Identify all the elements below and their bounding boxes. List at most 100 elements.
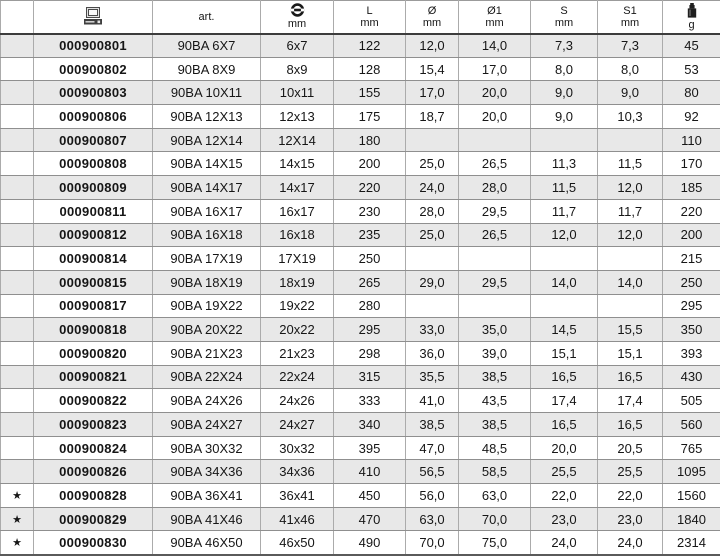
cell-s1: 16,5 — [598, 413, 663, 437]
cell-s: 22,0 — [531, 484, 598, 508]
cell-star — [1, 413, 34, 437]
cell-edp: 000900829 — [34, 507, 153, 531]
cell-s: 24,0 — [531, 531, 598, 555]
cell-s1: 22,0 — [598, 484, 663, 508]
cell-s: 20,0 — [531, 436, 598, 460]
header-weight: g — [663, 1, 720, 34]
cell-edp: 000900807 — [34, 128, 153, 152]
cell-d1 — [459, 128, 531, 152]
cell-g: 393 — [663, 341, 720, 365]
cell-art: 90BA 16X17 — [153, 199, 261, 223]
cell-d — [406, 294, 459, 318]
cell-size: 6x7 — [261, 34, 334, 58]
cell-d: 15,4 — [406, 57, 459, 81]
cell-d: 35,5 — [406, 365, 459, 389]
cell-g: 1840 — [663, 507, 720, 531]
cell-s: 14,5 — [531, 318, 598, 342]
cell-s1: 23,0 — [598, 507, 663, 531]
cell-d: 17,0 — [406, 81, 459, 105]
header-diameter-unit: mm — [406, 17, 458, 29]
cell-art: 90BA 10X11 — [153, 81, 261, 105]
cell-s1: 25,5 — [598, 460, 663, 484]
cell-star — [1, 152, 34, 176]
cell-size: 12X14 — [261, 128, 334, 152]
cell-d1: 20,0 — [459, 105, 531, 129]
cell-d1: 29,5 — [459, 199, 531, 223]
cell-edp: 000900806 — [34, 105, 153, 129]
cell-art: 90BA 16X18 — [153, 223, 261, 247]
cell-L: 122 — [334, 34, 406, 58]
cell-L: 395 — [334, 436, 406, 460]
cell-art: 90BA 24X27 — [153, 413, 261, 437]
cell-art: 90BA 14X15 — [153, 152, 261, 176]
cell-s1: 15,5 — [598, 318, 663, 342]
cell-edp: 000900830 — [34, 531, 153, 555]
ring-size-icon — [261, 3, 333, 17]
cell-edp: 000900820 — [34, 341, 153, 365]
cell-L: 250 — [334, 247, 406, 271]
cell-edp: 000900808 — [34, 152, 153, 176]
cell-s: 16,5 — [531, 413, 598, 437]
cell-star: ★ — [1, 484, 34, 508]
cell-d: 28,0 — [406, 199, 459, 223]
cell-g: 560 — [663, 413, 720, 437]
cell-art: 90BA 6X7 — [153, 34, 261, 58]
cell-s: 11,5 — [531, 176, 598, 200]
cell-d1: 17,0 — [459, 57, 531, 81]
cell-s: 12,0 — [531, 223, 598, 247]
cell-s — [531, 247, 598, 271]
cell-size: 16x18 — [261, 223, 334, 247]
cell-size: 18x19 — [261, 270, 334, 294]
cell-d: 24,0 — [406, 176, 459, 200]
cell-edp: 000900824 — [34, 436, 153, 460]
cell-g: 53 — [663, 57, 720, 81]
cell-L: 470 — [334, 507, 406, 531]
cell-art: 90BA 12X14 — [153, 128, 261, 152]
cell-L: 155 — [334, 81, 406, 105]
cell-star — [1, 389, 34, 413]
cell-d1: 38,5 — [459, 365, 531, 389]
cell-art: 90BA 22X24 — [153, 365, 261, 389]
cell-art: 90BA 8X9 — [153, 57, 261, 81]
cell-edp: 000900803 — [34, 81, 153, 105]
cell-s: 8,0 — [531, 57, 598, 81]
cell-L: 230 — [334, 199, 406, 223]
cell-star — [1, 105, 34, 129]
cell-s1: 10,3 — [598, 105, 663, 129]
cell-d: 25,0 — [406, 152, 459, 176]
cell-d: 41,0 — [406, 389, 459, 413]
cell-s — [531, 294, 598, 318]
header-s1: S1 mm — [598, 1, 663, 34]
header-s-unit: mm — [531, 17, 597, 29]
cell-d1: 70,0 — [459, 507, 531, 531]
cell-g: 430 — [663, 365, 720, 389]
cell-s1 — [598, 128, 663, 152]
cell-L: 280 — [334, 294, 406, 318]
cell-art: 90BA 14X17 — [153, 176, 261, 200]
cell-d1: 38,5 — [459, 413, 531, 437]
cell-d1: 26,5 — [459, 223, 531, 247]
cell-s: 11,7 — [531, 199, 598, 223]
header-art: art. — [153, 1, 261, 34]
cell-star — [1, 176, 34, 200]
cell-d: 12,0 — [406, 34, 459, 58]
cell-edp: 000900821 — [34, 365, 153, 389]
cell-star — [1, 365, 34, 389]
cell-s: 9,0 — [531, 81, 598, 105]
cell-star — [1, 57, 34, 81]
cell-edp: 000900812 — [34, 223, 153, 247]
cell-edp: 000900822 — [34, 389, 153, 413]
cell-g: 765 — [663, 436, 720, 460]
cell-L: 450 — [334, 484, 406, 508]
cell-s — [531, 128, 598, 152]
cell-star — [1, 199, 34, 223]
cell-d: 47,0 — [406, 436, 459, 460]
cell-art: 90BA 20X22 — [153, 318, 261, 342]
